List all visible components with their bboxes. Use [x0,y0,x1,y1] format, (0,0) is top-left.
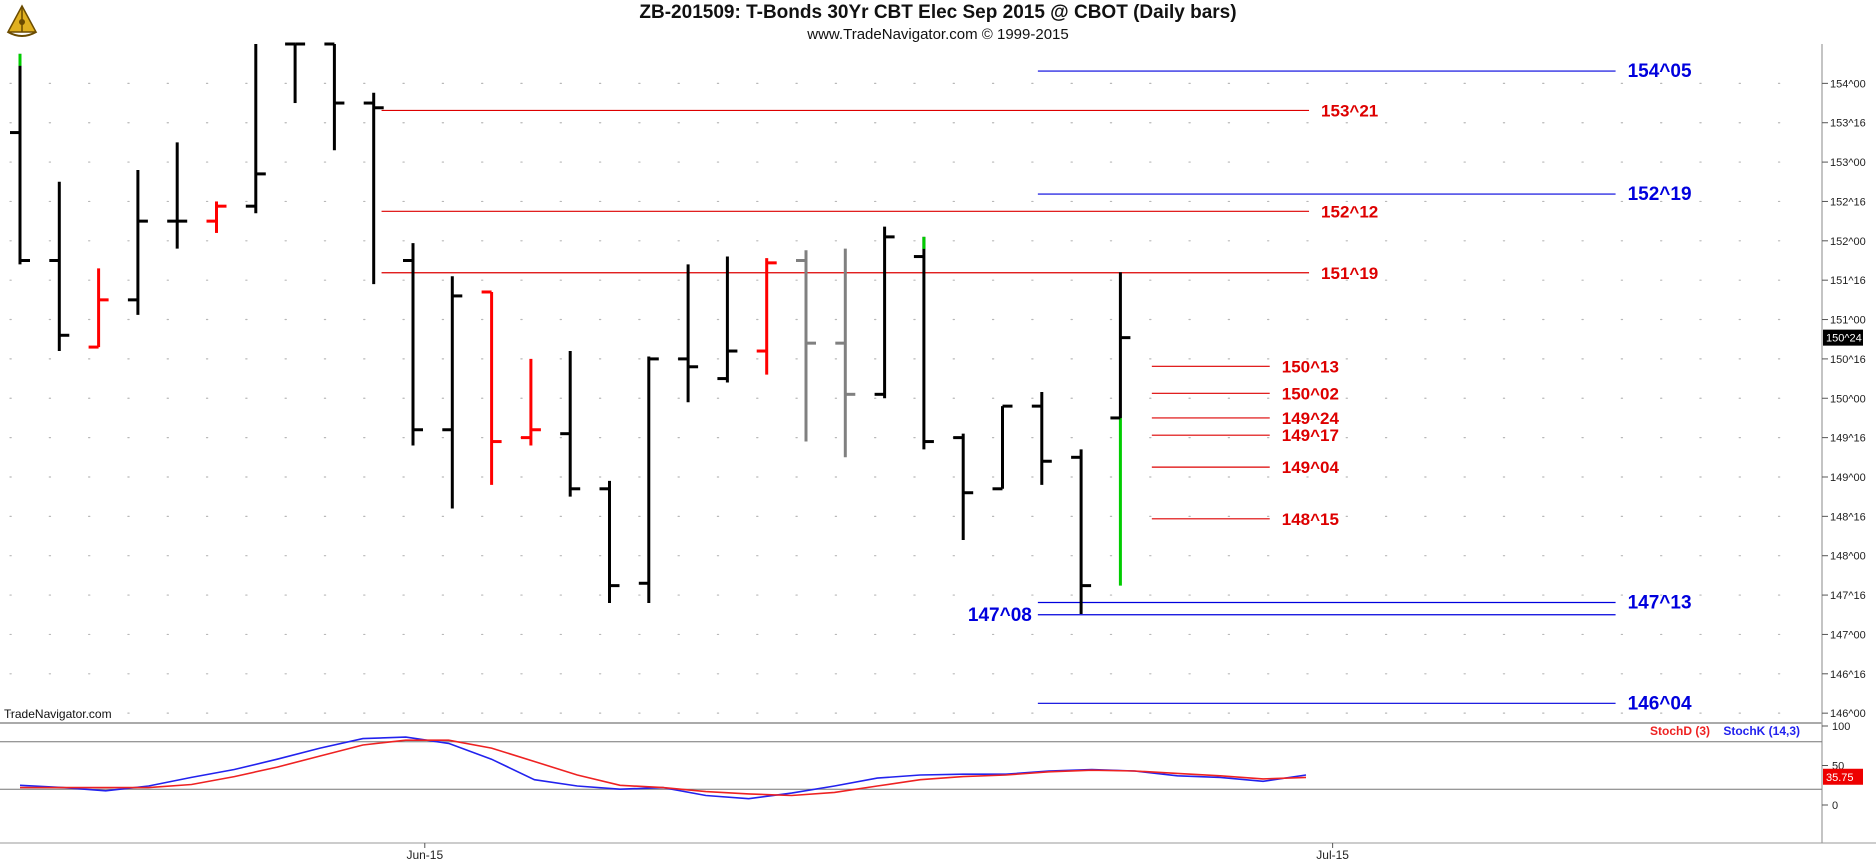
y-tick-label: 147^16 [1830,590,1866,602]
y-tick-label: 146^16 [1830,669,1866,681]
chart-title: ZB-201509: T-Bonds 30Yr CBT Elec Sep 201… [639,2,1237,23]
y-tick-label: 148^00 [1830,551,1866,563]
stoch-value-box [1823,768,1863,785]
price-bars [10,42,1131,614]
chart-header: ZB-201509: T-Bonds 30Yr CBT Elec Sep 201… [0,0,1876,44]
stoch-y-tick-label: 100 [1832,721,1850,733]
stoch-y-tick-label: 0 [1832,800,1838,812]
y-tick-label: 150^00 [1830,393,1866,405]
level-label: 149^24 [1282,409,1340,428]
level-label: 152^12 [1321,202,1378,221]
date-axis: Jun-15 Jul-15 [406,843,1349,862]
level-label: 153^21 [1321,101,1378,120]
y-tick-label: 152^16 [1830,196,1866,208]
level-label: 152^19 [1628,184,1692,205]
level-label: 149^17 [1282,426,1339,445]
level-label: 154^05 [1628,61,1692,82]
grid [9,82,1817,714]
sextant-logo-icon [6,4,38,37]
level-label: 146^04 [1628,693,1692,714]
level-label: 151^19 [1321,264,1378,283]
last-price-label: 150^24 [1826,333,1862,345]
price-axis: 154^00 153^16 153^00 152^16 152^00 151^16 151^… [1822,78,1866,720]
stoch-series-line [20,739,1307,797]
y-tick-label: 151^00 [1830,315,1866,327]
level-label: 147^08 [968,605,1032,626]
level-label: 150^13 [1282,357,1339,376]
stoch-legend-d: StochD (3) [1650,724,1710,738]
y-tick-label: 153^00 [1830,157,1866,169]
level-label: 147^13 [1628,592,1692,613]
y-tick-label: 146^00 [1830,708,1866,720]
price-levels: 154^05 153^21 152^19 152^12 151^19 150^13 150^… [381,61,1692,714]
y-tick-label: 149^16 [1830,433,1866,445]
watermark-text: TradeNavigator.com [4,707,112,721]
level-label: 149^04 [1282,458,1340,477]
x-tick-label: Jun-15 [406,848,443,862]
last-price-box [1823,329,1863,346]
stoch-value-label: 35.75 [1826,772,1854,784]
x-tick-label: Jul-15 [1316,848,1349,862]
y-tick-label: 154^00 [1830,78,1866,90]
y-tick-label: 149^00 [1830,472,1866,484]
stoch-legend-k: StochK (14,3) [1723,724,1800,738]
y-tick-label: 152^00 [1830,236,1866,248]
level-label: 150^02 [1282,384,1339,403]
chart-frame [0,44,1876,844]
level-label: 148^15 [1282,510,1339,529]
y-tick-label: 147^00 [1830,629,1866,641]
chart-subtitle: www.TradeNavigator.com © 1999-2015 [807,26,1069,43]
y-tick-label: 153^16 [1830,118,1866,130]
y-tick-label: 151^16 [1830,275,1866,287]
y-tick-label: 150^16 [1830,354,1866,366]
y-tick-label: 148^16 [1830,511,1866,523]
